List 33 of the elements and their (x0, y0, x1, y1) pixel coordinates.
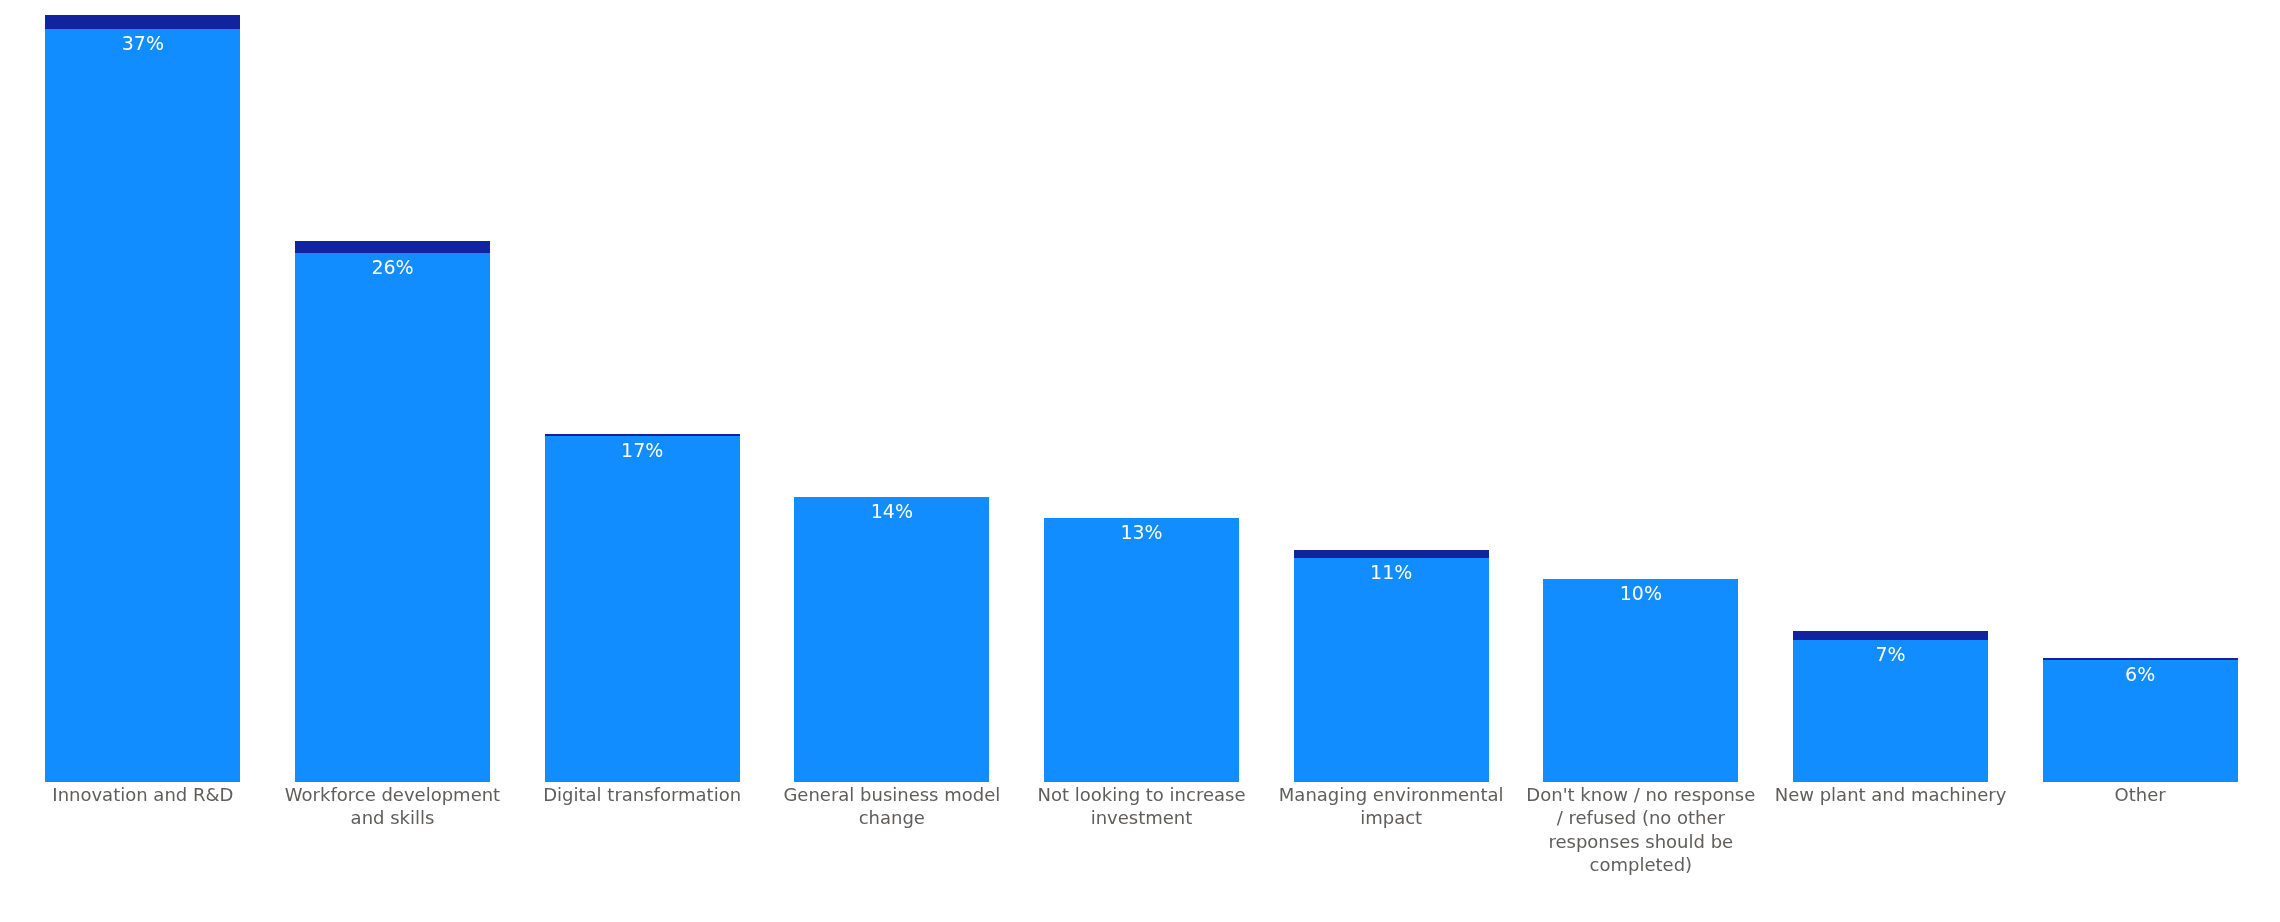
data-label: 26% (371, 256, 414, 279)
x-tick-label: Innovation and R&D (52, 784, 234, 805)
bar (1044, 517, 1239, 782)
bar (295, 240, 490, 254)
x-tick-label: General business model change (783, 784, 1001, 829)
x-tick-label: New plant and machinery (1774, 784, 2007, 805)
bar (1793, 639, 1988, 782)
bar (544, 436, 740, 782)
data-label: 6% (2125, 662, 2156, 685)
data-label: 37% (121, 32, 164, 55)
data-label: 17% (621, 439, 664, 462)
bar (45, 15, 241, 30)
data-label: 11% (1370, 561, 1413, 584)
x-tick-label: Workforce development and skills (284, 784, 501, 829)
data-label: 14% (870, 500, 913, 523)
bar (544, 434, 740, 437)
bar (295, 253, 490, 782)
x-tick-label: Other (2114, 784, 2167, 805)
data-label: 10% (1619, 581, 1662, 604)
bar (2042, 657, 2238, 660)
bar (1293, 550, 1489, 559)
bar (1543, 578, 1739, 782)
x-tick-label: Don't know / no response / refused (no other responses should be completed) (1526, 784, 1756, 876)
x-tick-label: Not looking to increase investment (1037, 784, 1246, 829)
bar (1793, 631, 1988, 640)
x-tick-label: Managing environmental impact (1278, 784, 1504, 829)
data-label: 13% (1120, 520, 1163, 543)
x-tick-label: Digital transformation (543, 784, 742, 805)
bar (2042, 659, 2238, 782)
data-label: 7% (1875, 642, 1906, 665)
bar (794, 497, 990, 782)
bar (45, 29, 241, 782)
bar (1293, 558, 1489, 782)
